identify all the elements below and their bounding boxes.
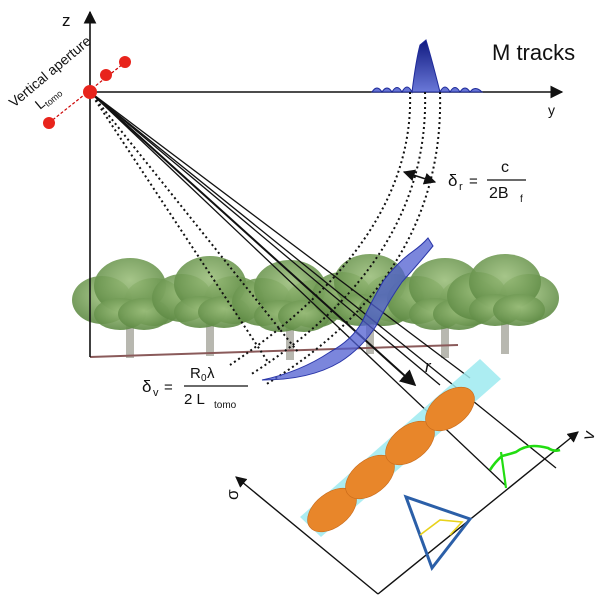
- forest: [72, 254, 559, 360]
- vertical-res-num-rest: λ: [207, 365, 215, 382]
- vertical-res-num-sub: 0: [201, 373, 207, 384]
- vertical-res-sub: v: [153, 387, 159, 399]
- vertical-res-numerator: R: [190, 365, 201, 382]
- y-axis-label: y: [548, 102, 555, 118]
- range-resolution-formula: δ r = c 2B f: [448, 159, 526, 205]
- backscatter-profile: [261, 237, 434, 381]
- aperture-line: [44, 59, 129, 127]
- tree-icon: [447, 254, 559, 354]
- range-ring-outer: [264, 91, 442, 386]
- v-axis: [377, 431, 579, 595]
- sigma-axis: [235, 476, 379, 595]
- vertical-profile-stem: [499, 451, 508, 489]
- r-axis: [89, 91, 417, 387]
- range-res-den-sub: f: [520, 194, 523, 205]
- vertical-aperture: Vertical aperture Ltomo: [6, 32, 131, 129]
- range-resolution-arrow: [402, 169, 437, 185]
- vertical-res-delta: δ: [142, 377, 151, 396]
- m-tracks-label: M tracks: [492, 40, 575, 65]
- los-solid-3: [89, 91, 557, 469]
- r-axis-label: r: [425, 357, 432, 376]
- vertical-resolution-formula: δ v = R 0 λ 2 L tomo: [142, 365, 248, 411]
- sensor-dot: [119, 56, 131, 68]
- ground-line: [89, 344, 459, 358]
- sensor-dot: [100, 69, 112, 81]
- range-res-sub: r: [459, 181, 463, 193]
- range-res-denominator: 2B: [489, 185, 509, 202]
- range-res-delta: δ: [448, 171, 457, 190]
- sensor-dot: [43, 117, 55, 129]
- triangle-psf: [403, 494, 473, 572]
- triangle-inner-icon: [419, 519, 464, 536]
- range-ring-middle: [249, 91, 427, 376]
- vertical-res-eq: =: [164, 379, 173, 396]
- los-solid-2: [89, 91, 471, 379]
- tomographic-plane: σ v: [223, 359, 599, 595]
- range-res-eq: =: [469, 173, 478, 190]
- los-dotted-2: [89, 91, 299, 353]
- vertical-profile: [488, 444, 561, 471]
- los-dotted-1: [89, 91, 269, 363]
- l-tomo-sub: tomo: [43, 88, 65, 109]
- v-axis-label: v: [578, 428, 599, 442]
- los-solid-1: [89, 91, 441, 386]
- sigma-axis-label: σ: [223, 489, 242, 501]
- vertical-res-denominator: 2 L: [184, 391, 205, 408]
- reference-sensor-dot: [83, 85, 97, 99]
- impulse-response-icon: [371, 39, 484, 94]
- vertical-res-den-sub: tomo: [214, 400, 237, 411]
- z-axis-label: z: [62, 11, 71, 30]
- scatterer-ellipse-icon: [425, 386, 475, 432]
- range-ring-inner: [229, 91, 412, 366]
- range-res-numerator: c: [501, 159, 509, 176]
